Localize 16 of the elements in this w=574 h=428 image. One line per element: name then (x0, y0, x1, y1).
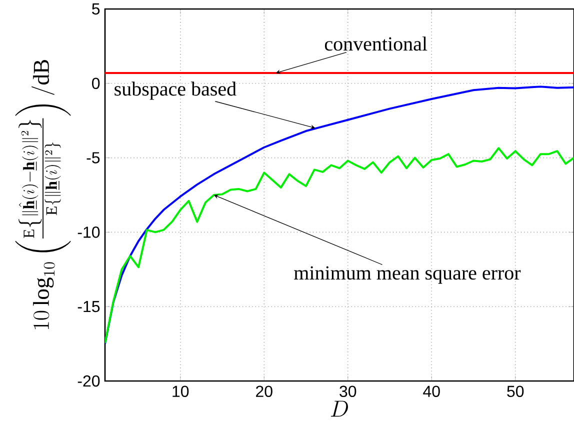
x-tick-label: 40 (423, 386, 440, 398)
y-tick-label: 5 (92, 3, 100, 15)
x-tick-label: 30 (340, 386, 356, 398)
annotation: conventional (324, 36, 428, 51)
annotation: minimum mean square error (294, 266, 521, 284)
x-axis-title: $D$ (330, 400, 348, 417)
y-axis-title: $10\log_{10}\left(\frac{\mathrm{E}\left\{\|\hat{\underline{\mathbf{h}}}(i)-\underline{\mathbf{h}}(i)\|^2\right\}}{\mathrm{E}\left\{\|\underline{\mathbf{h}}(i)\|^2\right\}}\right)/\mathrm{dB}$ (15, 60, 71, 330)
x-tick-label: 50 (507, 386, 524, 398)
y-tick-label: -15 (78, 301, 100, 312)
y-tick-label: -20 (78, 375, 100, 387)
y-tick-label: -10 (78, 226, 100, 238)
x-tick-label: 20 (256, 386, 272, 398)
x-tick-label: 10 (172, 386, 189, 398)
y-tick-label: -5 (86, 152, 100, 164)
y-tick-label: 0 (92, 78, 100, 90)
annotation: subspace based (114, 82, 236, 100)
